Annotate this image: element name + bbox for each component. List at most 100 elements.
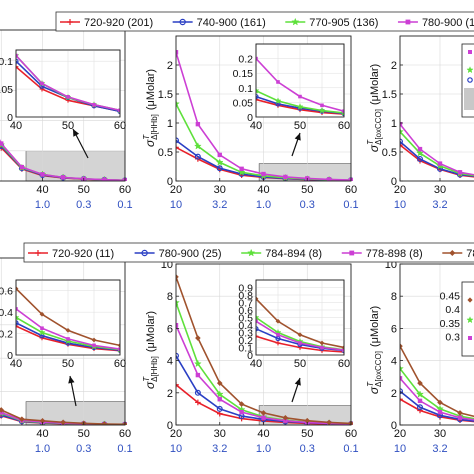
y-axis-label-sub: Δ[oxCCO] <box>374 109 383 145</box>
legend-entry: 720-920 (201) <box>60 17 153 29</box>
series-group <box>256 296 344 350</box>
point-marker-star <box>176 298 180 306</box>
legend-label: 780-900 (121) <box>422 17 474 29</box>
x-tick-label: 50 <box>78 428 90 440</box>
point-marker-circle <box>417 155 424 162</box>
point-marker-square <box>239 409 244 415</box>
x2-tick-label: 0.1 <box>117 443 132 455</box>
point-marker-square <box>276 80 280 84</box>
point-marker-diamond <box>297 332 303 338</box>
point-marker-square <box>261 171 266 177</box>
point-marker-plus <box>256 97 259 102</box>
legend-entry: 770-905 (136) <box>285 17 378 29</box>
point-marker-diamond <box>400 343 403 349</box>
point-marker-square <box>283 418 288 423</box>
legends-layer: 720-920 (201) 740-900 (161) 770-905 (136) 7… <box>23 11 474 263</box>
x2-tick-label: 0.3 <box>76 199 91 211</box>
point-marker-circle <box>341 110 344 117</box>
point-marker-diamond <box>0 407 5 413</box>
inset-x-tick-label: 40 <box>10 358 22 370</box>
point-marker-square <box>298 94 302 99</box>
y-axis-label-sup: T <box>366 381 375 387</box>
zoom-arrow-head <box>294 378 301 386</box>
point-marker-square <box>400 121 403 127</box>
inset-y-tick-label: 0 <box>247 350 253 362</box>
inset-y-tick-label: 0.45 <box>440 291 461 303</box>
series-group <box>256 319 344 352</box>
y-axis-label: σTΔ[oxCCO] (μMolar) <box>366 306 383 394</box>
y-tick-label: 0.5 <box>382 147 397 159</box>
point-marker-plus <box>16 64 19 70</box>
series-line <box>400 345 474 418</box>
legend-legend_top: 720-920 (201) 740-900 (161) 770-905 (136) 7… <box>55 11 474 32</box>
inset-y-tick-label: 0.6 <box>238 305 253 317</box>
point-marker-circle <box>194 153 201 160</box>
inset-frame-border <box>255 279 345 356</box>
point-marker-square <box>326 177 332 181</box>
x2-tick-label: 3.2 <box>212 443 227 455</box>
point-marker-plus <box>35 250 41 256</box>
inset-y-tick-label: 0.1 <box>238 343 253 355</box>
point-marker-square <box>176 50 179 55</box>
point-marker-star <box>256 86 260 94</box>
point-marker-diamond <box>457 410 463 416</box>
inset-plot: 40 50 60 0 0.2 0.4 0.6 <box>0 279 126 370</box>
point-marker-square <box>19 164 25 170</box>
series-group <box>400 121 474 176</box>
inset-x-tick-label: 60 <box>114 358 126 370</box>
inset-x-tick-label: 60 <box>114 120 126 132</box>
point-marker-star <box>466 316 474 324</box>
y-axis-label-sigma: σ <box>367 386 381 394</box>
point-marker-circle <box>216 405 223 412</box>
x2-tick-label: 0.1 <box>343 443 358 455</box>
point-marker-square <box>118 108 120 113</box>
inset-y-tick-label: 0.3 <box>238 328 253 340</box>
point-marker-plus <box>39 86 45 92</box>
series-line <box>400 377 474 421</box>
inset-y-tick-label: 0 <box>7 112 13 124</box>
inset-y-tick-label: 0.5 <box>238 313 253 325</box>
y-axis-label-unit: (μMolar) <box>145 69 157 110</box>
inset-y-tick-label: 0.6 <box>0 286 13 298</box>
series-group <box>400 343 474 418</box>
chart-panel-top-middle: 20 30 40 50 60 10 3.2 1.0 0.3 0.1 0 0.5 1 1.5 2 40 50 60 0… <box>142 35 359 211</box>
series-group <box>16 53 120 113</box>
point-marker-circle <box>16 58 19 64</box>
point-marker-star <box>237 168 246 176</box>
inset-x-tick-label: 60 <box>338 358 350 370</box>
point-marker-square <box>16 307 18 311</box>
point-marker-diamond <box>256 296 259 302</box>
y-tick-label: 8 <box>167 291 173 303</box>
point-marker-plus <box>256 333 259 339</box>
inset-x-tick-label: 50 <box>62 120 74 132</box>
point-marker-square <box>66 95 70 99</box>
point-marker-square <box>195 372 201 378</box>
point-marker-diamond <box>417 380 423 386</box>
x2-tick-label: 0.3 <box>300 199 315 211</box>
point-marker-square <box>349 250 355 256</box>
point-marker-circle <box>256 93 259 100</box>
point-marker-star <box>215 158 224 166</box>
legend-label: 720-920 (201) <box>84 17 153 29</box>
x-tick-label: 50 <box>301 184 313 196</box>
point-marker-square <box>0 141 4 146</box>
inset-y-tick-label: 0.9 <box>238 283 253 295</box>
inset-shade <box>464 88 474 110</box>
point-marker-square <box>320 103 324 108</box>
y-axis-label-sup: T <box>142 376 151 382</box>
inset-y-tick-label: 0.1 <box>238 83 253 95</box>
point-marker-square <box>468 336 472 340</box>
inset-x-tick-label: 50 <box>62 358 74 370</box>
chart-panel-top-left: 40 50 60 1.0 0.3 0.1 40 50 60 0 0.05 0.1 <box>0 29 133 211</box>
point-marker-diamond <box>65 327 71 333</box>
x2-tick-label: 0.3 <box>300 443 315 455</box>
y-tick-label: 0.5 <box>158 147 173 159</box>
point-marker-diamond <box>449 250 456 256</box>
point-marker-circle <box>117 347 120 353</box>
point-marker-diamond <box>341 345 344 350</box>
y-tick-label: 1 <box>391 118 397 130</box>
y-axis-label-sigma: σ <box>143 139 157 147</box>
point-marker-diamond <box>326 419 332 425</box>
panels-layer: 4050601.00.30.140506000.050.120304050601… <box>0 29 474 455</box>
x2-tick-label: 0.1 <box>117 199 132 211</box>
